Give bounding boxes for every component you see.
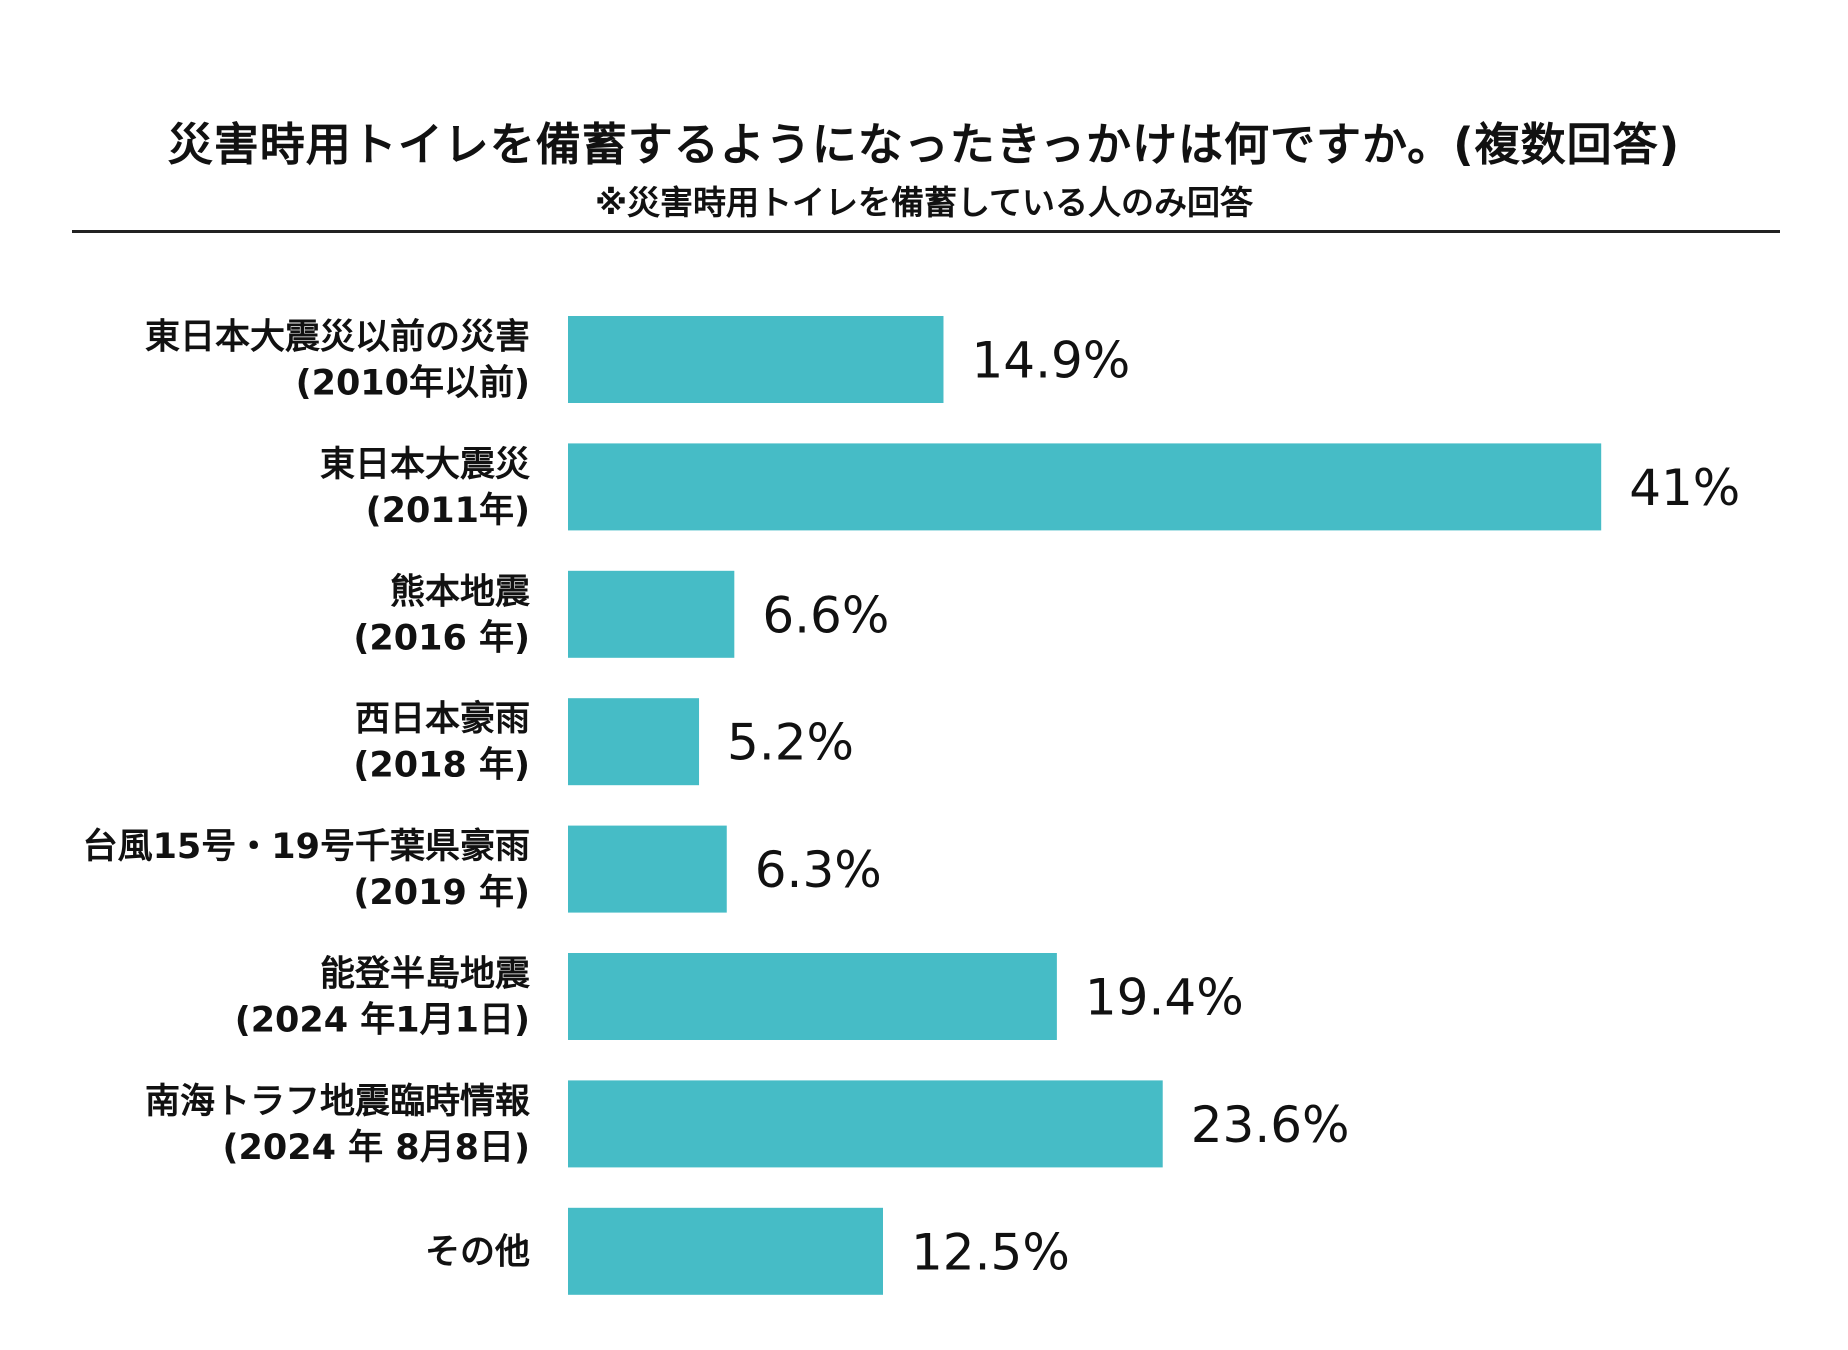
category-label-3-line-0: 西日本豪雨	[355, 700, 530, 740]
bar-7	[568, 1207, 883, 1295]
category-label-3-line-1: (2018 年)	[353, 746, 530, 786]
value-label-0: 14.9%	[971, 332, 1130, 390]
value-label-5: 19.4%	[1085, 969, 1244, 1027]
category-label-0-line-0: 東日本大震災以前の災害	[145, 318, 530, 358]
value-label-3: 5.2%	[727, 714, 854, 772]
chart-subtitle: ※災害時用トイレを備蓄している人のみ回答	[594, 183, 1254, 222]
bar-2	[568, 570, 735, 658]
category-label-6-line-1: (2024 年 8月8日)	[223, 1128, 530, 1168]
bar-6	[568, 1080, 1163, 1168]
category-label-4-line-0: 台風15号・19号千葉県豪雨	[83, 827, 530, 867]
title-divider	[72, 230, 1780, 233]
category-label-7-line-0: その他	[425, 1232, 530, 1272]
value-label-6: 23.6%	[1191, 1096, 1350, 1154]
value-label-1: 41%	[1629, 459, 1740, 517]
bar-4	[568, 825, 727, 913]
category-label-6-line-0: 南海トラフ地震臨時情報	[145, 1082, 530, 1122]
category-label-1-line-0: 東日本大震災	[320, 445, 530, 485]
category-label-2-line-1: (2016 年)	[353, 618, 530, 658]
category-label-5-line-1: (2024 年1月1日)	[235, 1001, 530, 1041]
category-label-2-line-0: 熊本地震	[390, 571, 531, 612]
category-label-1-line-1: (2011年)	[366, 491, 530, 531]
bar-1	[568, 443, 1602, 531]
category-label-0-line-1: (2010年以前)	[296, 364, 530, 404]
chart-title: 災害時用トイレを備蓄するようになったきっかけは何ですか。(複数回答)	[167, 118, 1681, 171]
bar-3	[568, 698, 700, 786]
value-label-4: 6.3%	[755, 841, 882, 899]
bar-5	[568, 953, 1057, 1040]
category-label-4-line-1: (2019 年)	[353, 873, 530, 913]
value-label-2: 6.6%	[762, 586, 889, 644]
value-label-7: 12.5%	[911, 1223, 1070, 1281]
bar-0	[568, 316, 944, 403]
category-label-5-line-0: 能登半島地震	[320, 955, 531, 995]
